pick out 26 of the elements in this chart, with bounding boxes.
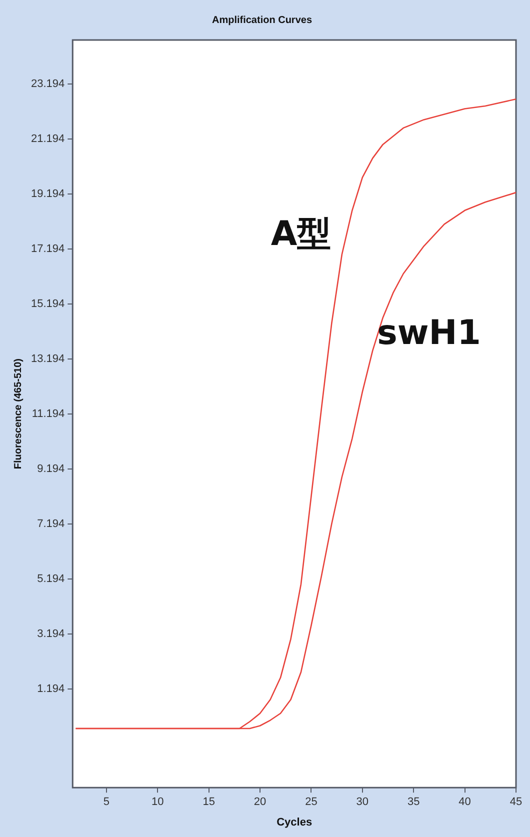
y-tick-label: 5.194 [37, 572, 65, 585]
series-label: A型 [270, 214, 332, 254]
x-tick-label: 35 [407, 796, 420, 808]
y-tick-label: 7.194 [37, 518, 65, 530]
y-tick-label: 21.194 [30, 133, 65, 146]
x-tick-label: 5 [103, 796, 110, 808]
y-tick-label: 15.194 [30, 298, 65, 310]
series-label: swH1 [377, 313, 481, 354]
x-tick-label: 20 [254, 796, 266, 808]
y-tick-label: 19.194 [30, 188, 65, 200]
x-axis-title: Cycles [276, 816, 312, 828]
x-tick-label: 40 [458, 796, 471, 808]
x-tick-label: 10 [152, 796, 164, 808]
y-tick-label: 1.194 [37, 682, 65, 695]
y-tick-label: 17.194 [30, 243, 65, 256]
y-axis-title: Fluorescence (465-510) [12, 358, 24, 470]
x-tick-label: 25 [305, 796, 318, 808]
x-tick-label: 30 [356, 796, 369, 808]
y-tick-label: 3.194 [37, 628, 65, 640]
y-tick-label: 11.194 [32, 408, 65, 420]
y-tick-label: 23.194 [30, 78, 65, 90]
y-tick-label: 9.194 [37, 462, 65, 475]
x-tick-label: 45 [510, 796, 522, 808]
x-tick-label: 15 [202, 796, 215, 808]
y-tick-label: 13.194 [30, 353, 65, 366]
chart-title: Amplification Curves [212, 14, 312, 26]
